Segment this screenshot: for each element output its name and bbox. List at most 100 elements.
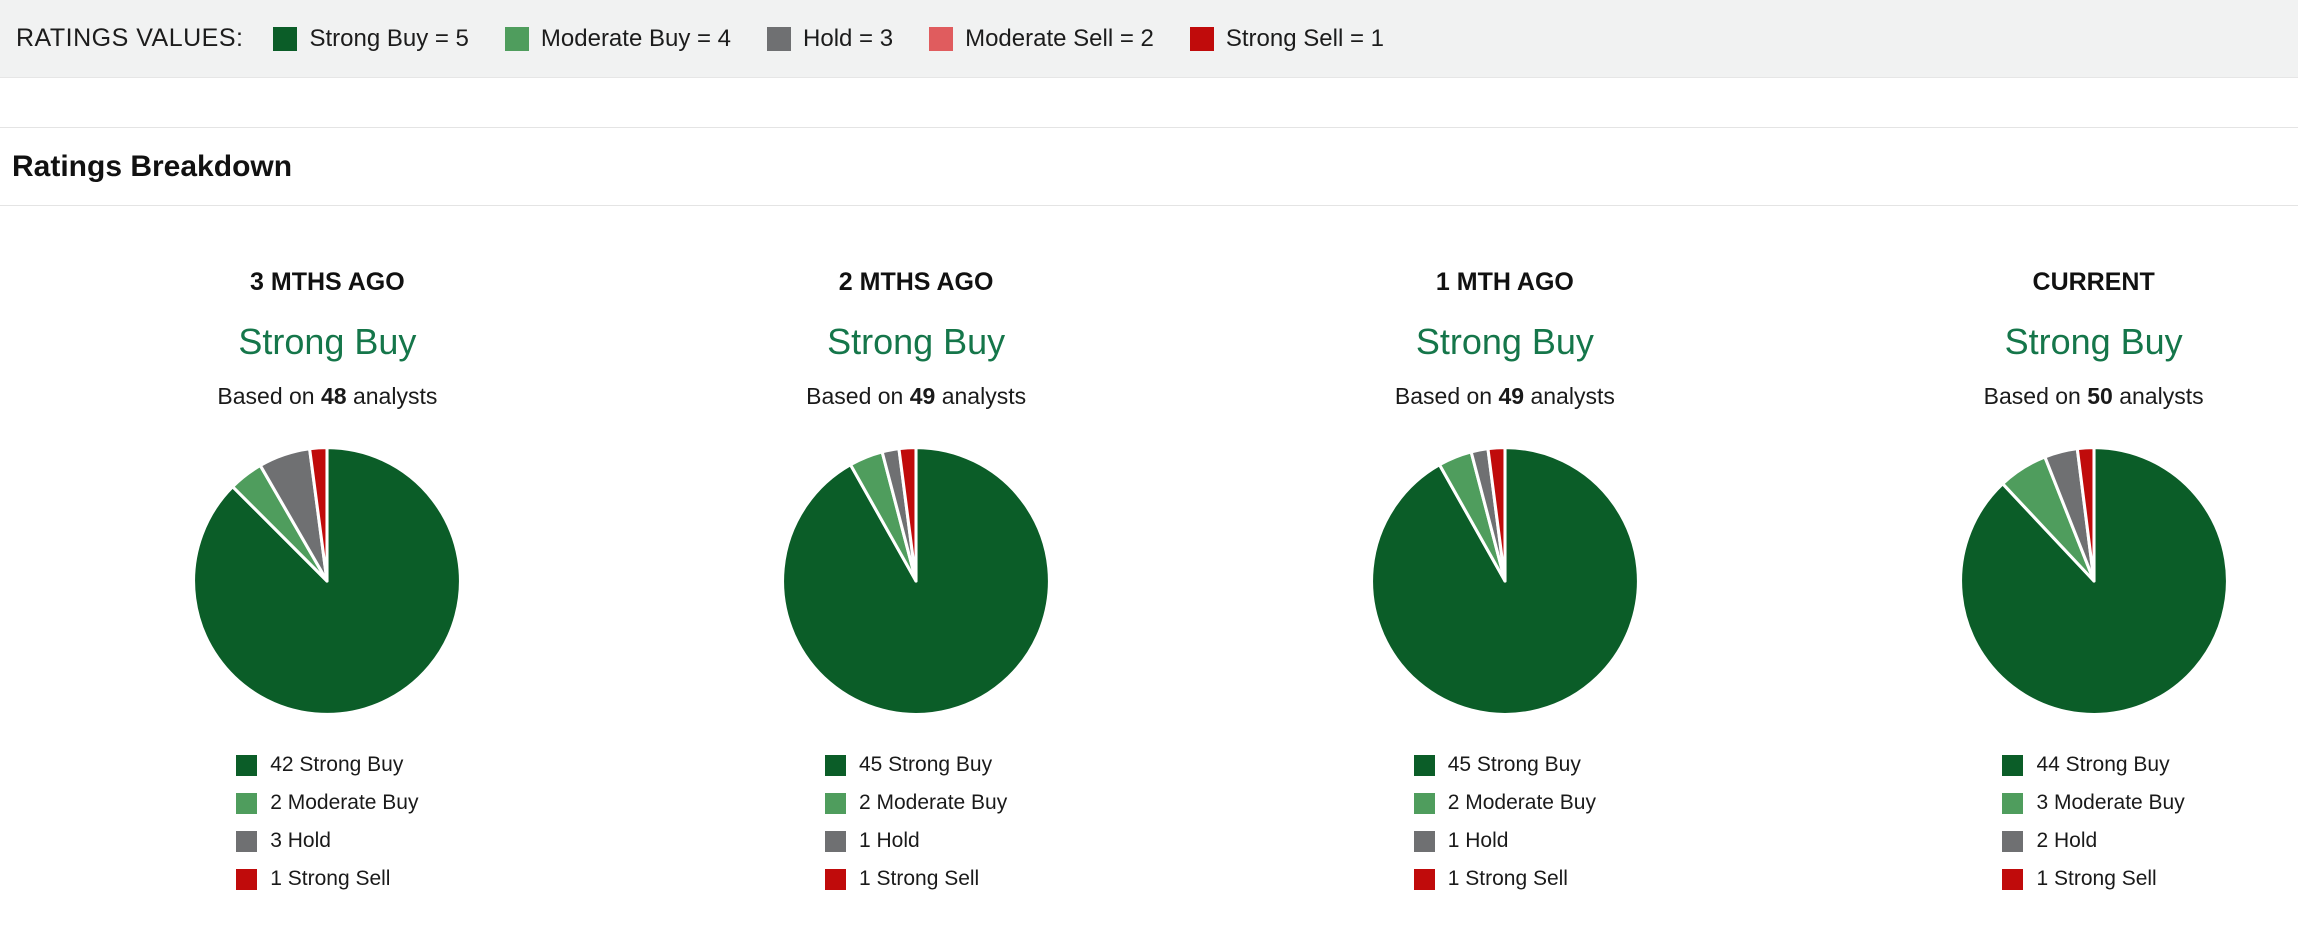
pie-legend: 42 Strong Buy 2 Moderate Buy 3 Hold 1 St… [236, 753, 419, 905]
rating-value-label: Hold = 3 [803, 24, 894, 52]
pie-chart[interactable] [777, 442, 1055, 720]
rating-value-label: Strong Sell = 1 [1225, 24, 1384, 52]
pie-chart[interactable] [188, 442, 466, 720]
pie-legend-label: 2 Moderate Buy [858, 791, 1008, 814]
pie-legend-label: 45 Strong Buy [858, 753, 993, 776]
pie-legend-wrap: 45 Strong Buy 2 Moderate Buy 1 Hold 1 St… [1211, 753, 1800, 905]
ratings-period-column: CURRENT Strong Buy Based on 50 analysts … [1799, 206, 2298, 905]
pie-legend-row: 1 Strong Sell [2002, 867, 2184, 891]
consensus-label: Strong Buy [1415, 321, 1594, 362]
pie-legend-label: 44 Strong Buy [2036, 753, 2170, 776]
based-on-prefix: Based on [217, 383, 321, 409]
analyst-count: 48 [320, 383, 347, 409]
rating-color-swatch [2002, 754, 2024, 776]
pie-legend-label: 2 Hold [2036, 829, 2098, 852]
pie-legend-row: 44 Strong Buy [2002, 753, 2184, 777]
rating-color-swatch [1413, 792, 1435, 814]
based-on-text: Based on 48 analysts [33, 383, 622, 410]
pie-chart[interactable] [1366, 442, 1644, 720]
pie-legend-row: 2 Moderate Buy [236, 791, 419, 815]
rating-value-label: Moderate Buy = 4 [540, 24, 732, 52]
rating-color-swatch [2002, 830, 2024, 852]
rating-color-swatch [1189, 26, 1214, 51]
pie-legend-row: 1 Hold [824, 829, 1007, 853]
rating-color-swatch [824, 792, 846, 814]
ratings-value-item: Strong Sell = 1 [1189, 24, 1384, 53]
analyst-count: 49 [1498, 383, 1525, 409]
pie-legend-label: 42 Strong Buy [270, 753, 404, 776]
rating-value-label: Moderate Sell = 2 [965, 24, 1154, 52]
pie-legend-row: 3 Moderate Buy [2002, 791, 2185, 815]
pie-legend-label: 3 Moderate Buy [2036, 791, 2185, 814]
pie-legend: 45 Strong Buy 2 Moderate Buy 1 Hold 1 St… [824, 753, 1008, 905]
based-on-prefix: Based on [1394, 383, 1499, 409]
rating-color-swatch [824, 830, 846, 852]
pie-legend-label: 1 Strong Sell [2036, 867, 2157, 890]
pie-legend-row: 2 Hold [2002, 829, 2184, 853]
period-title: 1 MTH AGO [1435, 268, 1574, 296]
pie-legend-label: 45 Strong Buy [1447, 753, 1581, 776]
ratings-values-label: RATINGS VALUES: [16, 24, 244, 52]
period-title: CURRENT [2032, 268, 2155, 296]
pie-legend-row: 42 Strong Buy [236, 753, 418, 777]
pie-legend-label: 3 Hold [270, 829, 331, 852]
section-header: Ratings Breakdown [0, 128, 2298, 206]
section-divider [0, 78, 2298, 128]
consensus-label: Strong Buy [238, 321, 417, 362]
pie-legend-row: 1 Hold [1413, 829, 1596, 853]
based-on-suffix: analysts [1524, 383, 1615, 409]
ratings-period-column: 2 MTHS AGO Strong Buy Based on 49 analys… [622, 206, 1211, 905]
pie-legend-row: 45 Strong Buy [1413, 753, 1596, 777]
rating-color-swatch [236, 830, 258, 852]
pie-legend-label: 1 Strong Sell [858, 867, 980, 890]
pie-legend: 45 Strong Buy 2 Moderate Buy 1 Hold 1 St… [1413, 753, 1596, 905]
pie-legend-row: 2 Moderate Buy [1413, 791, 1596, 815]
based-on-suffix: analysts [935, 383, 1027, 409]
pie-legend-row: 3 Hold [236, 829, 418, 853]
pie-legend-row: 1 Strong Sell [1413, 867, 1596, 891]
pie-legend: 44 Strong Buy 3 Moderate Buy 2 Hold 1 St… [2002, 753, 2185, 905]
pie-slice[interactable] [308, 446, 329, 583]
pie-slice[interactable] [1486, 446, 1507, 583]
pie-legend-label: 2 Moderate Buy [270, 791, 419, 814]
pie-legend-label: 1 Hold [858, 829, 920, 852]
analyst-count: 50 [2087, 383, 2113, 409]
pie-legend-row: 1 Strong Sell [236, 867, 418, 891]
pie-legend-row: 2 Moderate Buy [824, 791, 1008, 815]
pie-legend-wrap: 44 Strong Buy 3 Moderate Buy 2 Hold 1 St… [1799, 753, 2298, 905]
ratings-value-item: Strong Buy = 5 [273, 25, 469, 53]
consensus-label: Strong Buy [2004, 321, 2183, 362]
based-on-text: Based on 49 analysts [1211, 383, 1800, 410]
section-title: Ratings Breakdown [12, 149, 293, 183]
rating-color-swatch [236, 754, 258, 776]
ratings-values-bar: RATINGS VALUES: Strong Buy = 5 Moderate … [0, 0, 2298, 78]
pie-legend-label: 2 Moderate Buy [1447, 791, 1596, 814]
pie-chart[interactable] [1955, 442, 2233, 720]
pie-legend-wrap: 45 Strong Buy 2 Moderate Buy 1 Hold 1 St… [622, 753, 1211, 905]
ratings-period-column: 1 MTH AGO Strong Buy Based on 49 analyst… [1211, 206, 1800, 905]
charts-row: 3 MTHS AGO Strong Buy Based on 48 analys… [0, 206, 2298, 905]
rating-color-swatch [767, 26, 792, 51]
rating-color-swatch [236, 792, 258, 814]
ratings-period-column: 3 MTHS AGO Strong Buy Based on 48 analys… [33, 206, 622, 905]
rating-color-swatch [2002, 792, 2024, 814]
ratings-values-legend: Strong Buy = 5 Moderate Buy = 4 Hold = 3… [273, 25, 1384, 53]
pie-legend-row: 1 Strong Sell [824, 867, 1007, 891]
based-on-text: Based on 49 analysts [622, 383, 1211, 410]
rating-color-swatch [504, 26, 529, 51]
rating-color-swatch [1413, 830, 1435, 852]
pie-legend-label: 1 Hold [1447, 829, 1509, 852]
pie-slice[interactable] [897, 446, 918, 583]
rating-color-swatch [929, 26, 954, 51]
analyst-count: 49 [909, 383, 936, 409]
pie-legend-row: 45 Strong Buy [824, 753, 1007, 777]
based-on-suffix: analysts [2112, 383, 2204, 409]
consensus-label: Strong Buy [827, 321, 1006, 362]
based-on-prefix: Based on [1983, 383, 2088, 409]
pie-legend-label: 1 Strong Sell [1447, 867, 1568, 890]
rating-color-swatch [236, 868, 258, 890]
pie-slice[interactable] [2075, 446, 2096, 583]
period-title: 2 MTHS AGO [838, 268, 994, 296]
ratings-value-item: Hold = 3 [767, 25, 893, 53]
based-on-prefix: Based on [806, 383, 910, 409]
